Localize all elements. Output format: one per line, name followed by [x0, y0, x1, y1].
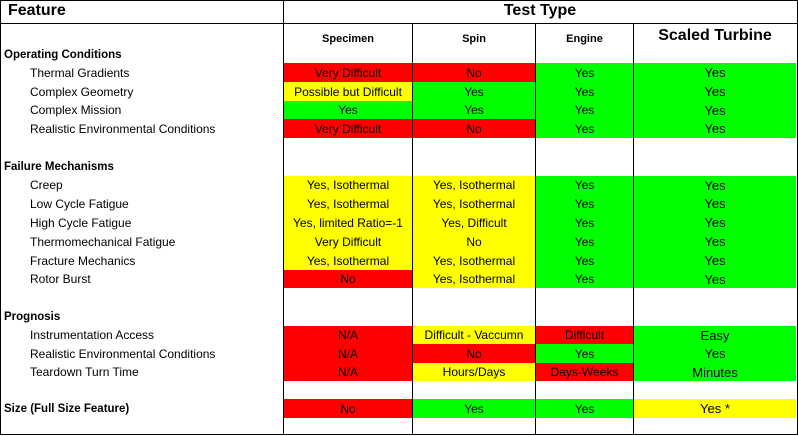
col-header-engine: Engine — [566, 33, 603, 45]
cell-scaled-turbine: Minutes — [634, 363, 796, 381]
cell-scaled-turbine: Yes — [634, 232, 796, 251]
cell-spin: Yes — [413, 82, 535, 101]
cell-spin: No — [413, 119, 535, 138]
cell-engine: Yes — [536, 101, 633, 119]
cell-scaled-turbine: Yes * — [634, 399, 796, 418]
grid-line — [412, 23, 413, 435]
cell-engine: Yes — [536, 232, 633, 251]
cell-spin: No — [413, 63, 535, 82]
cell-scaled-turbine: Yes — [634, 101, 796, 119]
col-header-spin: Spin — [462, 33, 486, 45]
feature-label-high-cycle-fatigue: High Cycle Fatigue — [30, 215, 132, 230]
col-header-specimen: Specimen — [322, 33, 374, 45]
feature-label-complex-mission: Complex Mission — [30, 103, 122, 117]
grid-line — [0, 434, 798, 435]
section-heading-size-full-size-feature: Size (Full Size Feature) — [4, 402, 130, 415]
cell-spin: Yes, Isothermal — [413, 270, 535, 288]
cell-spin: Hours/Days — [413, 363, 535, 381]
cell-specimen: Yes, Isothermal — [284, 194, 412, 213]
cell-scaled-turbine: Easy — [634, 326, 796, 344]
cell-specimen: N/A — [284, 344, 412, 363]
cell-scaled-turbine: Yes — [634, 194, 796, 213]
cell-spin: Yes, Isothermal — [413, 251, 535, 270]
cell-engine: Yes — [536, 344, 633, 363]
cell-engine: Yes — [536, 270, 633, 288]
test-type-header: Test Type — [503, 2, 577, 19]
cell-spin: Yes, Difficult — [413, 213, 535, 232]
cell-specimen: N/A — [284, 326, 412, 344]
cell-engine: Yes — [536, 251, 633, 270]
cell-scaled-turbine: Yes — [634, 82, 796, 101]
cell-engine: Yes — [536, 82, 633, 101]
cell-specimen: Yes, Isothermal — [284, 251, 412, 270]
cell-specimen: Yes, limited Ratio=-1 — [284, 213, 412, 232]
cell-specimen: Yes, Isothermal — [284, 176, 412, 194]
cell-spin: Yes, Isothermal — [413, 194, 535, 213]
cell-spin: Difficult - Vaccumn — [413, 326, 535, 344]
cell-scaled-turbine: Yes — [634, 270, 796, 288]
cell-spin: No — [413, 232, 535, 251]
cell-specimen: Very Difficult — [284, 119, 412, 138]
cell-specimen: No — [284, 399, 412, 418]
cell-scaled-turbine: Yes — [634, 213, 796, 232]
cell-engine: Yes — [536, 194, 633, 213]
cell-specimen: Possible but Difficult — [284, 82, 412, 101]
feature-label-instrumentation-access: Instrumentation Access — [30, 328, 155, 342]
cell-spin: Yes — [413, 399, 535, 418]
feature-header: Feature — [8, 2, 66, 19]
feature-label-low-cycle-fatigue: Low Cycle Fatigue — [30, 196, 129, 211]
cell-specimen: N/A — [284, 363, 412, 381]
feature-label-creep: Creep — [30, 178, 63, 192]
cell-specimen: Very Difficult — [284, 63, 412, 82]
cell-scaled-turbine: Yes — [634, 176, 796, 194]
section-heading-operating-conditions: Operating Conditions — [4, 48, 122, 61]
cell-specimen: Yes — [284, 101, 412, 119]
feature-label-realistic-environmental-conditions: Realistic Environmental Conditions — [30, 121, 216, 136]
cell-specimen: Very Difficult — [284, 232, 412, 251]
cell-engine: Yes — [536, 399, 633, 418]
cell-scaled-turbine: Yes — [634, 119, 796, 138]
grid-line — [633, 23, 634, 435]
grid-line — [0, 0, 1, 435]
cell-spin: Yes, Isothermal — [413, 176, 535, 194]
cell-scaled-turbine: Yes — [634, 251, 796, 270]
feature-label-realistic-environmental-conditions: Realistic Environmental Conditions — [30, 346, 216, 361]
section-heading-prognosis: Prognosis — [4, 310, 61, 323]
feature-label-fracture-mechanics: Fracture Mechanics — [30, 253, 136, 268]
section-heading-failure-mechanisms: Failure Mechanisms — [4, 160, 114, 173]
cell-engine: Yes — [536, 63, 633, 82]
cell-engine: Yes — [536, 213, 633, 232]
feature-label-thermal-gradients: Thermal Gradients — [30, 65, 130, 80]
cell-engine: Yes — [536, 119, 633, 138]
feature-label-teardown-turn-time: Teardown Turn Time — [30, 365, 139, 379]
cell-specimen: No — [284, 270, 412, 288]
grid-line — [0, 0, 798, 1]
grid-line — [0, 23, 798, 24]
cell-engine: Yes — [536, 176, 633, 194]
feature-label-rotor-burst: Rotor Burst — [30, 272, 91, 286]
cell-scaled-turbine: Yes — [634, 63, 796, 82]
cell-spin: Yes — [413, 101, 535, 119]
col-header-scaled-turbine: Scaled Turbine — [658, 27, 772, 44]
grid-line — [283, 0, 284, 435]
feature-label-thermomechanical-fatigue: Thermomechanical Fatigue — [30, 234, 176, 249]
cell-engine: Difficult — [536, 326, 633, 344]
feature-label-complex-geometry: Complex Geometry — [30, 84, 134, 99]
cell-spin: No — [413, 344, 535, 363]
cell-scaled-turbine: Yes — [634, 344, 796, 363]
cell-engine: Days-Weeks — [536, 363, 633, 381]
grid-line — [535, 23, 536, 435]
